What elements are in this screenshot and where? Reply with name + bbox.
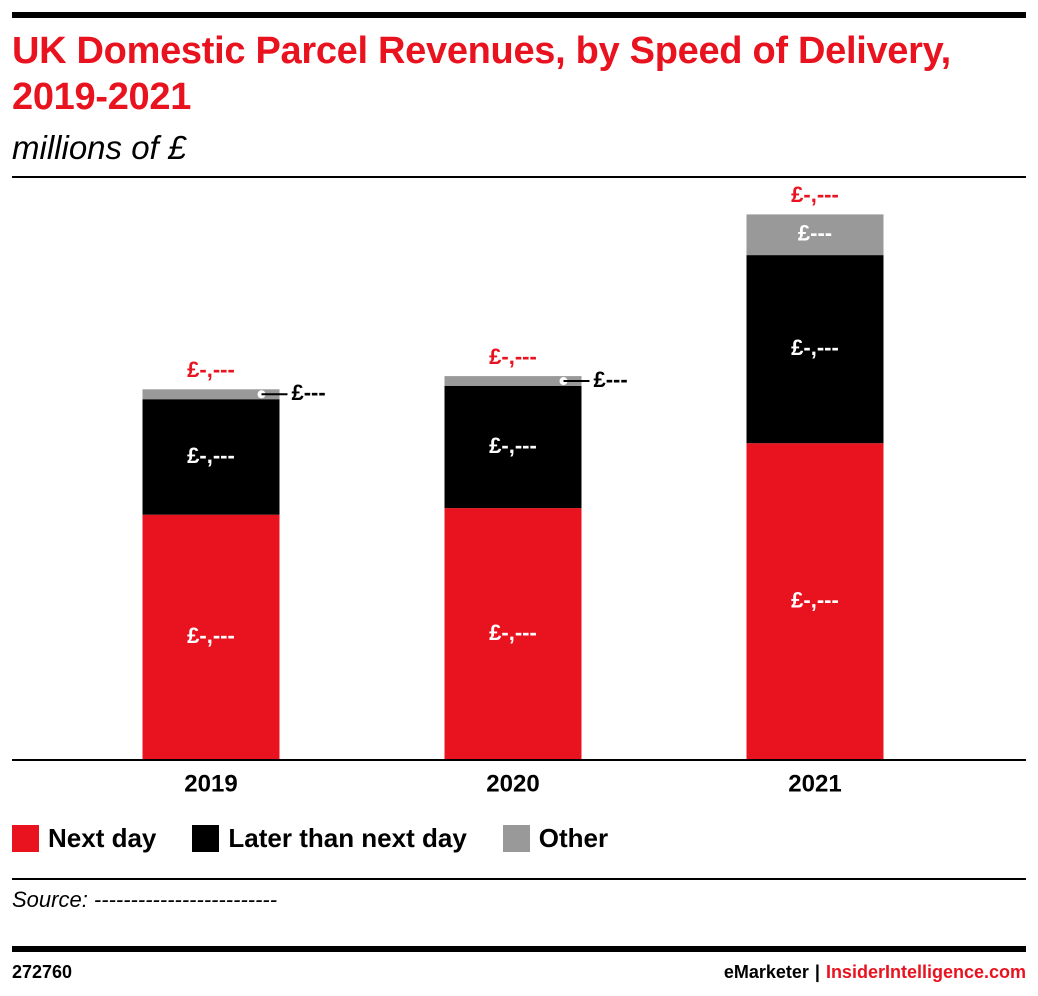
x-tick-label-2021: 2021 [788,770,841,797]
bottom-rule [12,946,1026,952]
brand-separator: | [814,962,820,982]
legend: Next day Later than next day Other [12,820,644,856]
bar-label-other-2021: £--- [798,221,832,246]
source-divider [12,878,1026,880]
legend-label-other: Other [538,823,609,853]
total-label-2021: £-,--- [791,182,839,207]
bar-label-next-day-2021: £-,--- [791,587,839,612]
bar-next-day-2020 [444,508,582,760]
chart-title: UK Domestic Parcel Revenues, by Speed of… [12,30,951,118]
footer-brand: eMarketer | InsiderIntelligence.com [724,960,1026,984]
bar-next-day-2021 [746,443,884,760]
x-tick-label-2020: 2020 [486,770,539,797]
bar-label-later-than-next-day-2021: £-,--- [791,335,839,360]
legend-item-other: Other [502,823,609,853]
bar-next-day-2019 [142,514,280,760]
total-label-2019: £-,--- [187,357,235,382]
legend-swatch-later-than-next-day [192,824,220,852]
title-divider [12,176,1026,178]
bar-later-than-next-day-2020 [444,386,582,509]
bar-label-later-than-next-day-2019: £-,--- [187,443,235,468]
x-tick-label-2019: 2019 [184,770,237,797]
brand-name: eMarketer [723,962,809,982]
bar-other-2019 [142,389,280,400]
legend-label-next-day: Next day [48,823,157,853]
legend-swatch-other [502,824,530,852]
chart-id: 272760 [12,962,73,982]
bar-label-later-than-next-day-2020: £-,--- [489,433,537,458]
callout-label-other-2020: £--- [594,367,628,392]
bar-later-than-next-day-2019 [142,399,280,515]
top-rule [12,12,1026,18]
bar-label-next-day-2019: £-,--- [187,623,235,648]
stacked-bar-chart: £-,--- £-,--- £--- £-,--- 2019 £-,--- £-,--- £-… [12,182,1026,797]
bar-other-2020 [444,376,582,386]
source-note: Source: ------------------------- [12,887,278,912]
legend-swatch-next-day [12,824,39,852]
chart-subtitle: millions of £ [12,129,187,166]
legend-label-later-than-next-day: Later than next day [228,823,467,853]
brand-site-link[interactable]: InsiderIntelligence.com [825,962,1026,982]
total-label-2020: £-,--- [489,344,537,369]
bar-label-next-day-2020: £-,--- [489,620,537,645]
legend-item-next-day: Next day [12,823,156,853]
legend-item-later-than-next-day: Later than next day [192,823,467,853]
bar-later-than-next-day-2021 [746,255,884,444]
bar-other-2021 [746,214,884,256]
callout-label-other-2019: £--- [292,380,326,405]
